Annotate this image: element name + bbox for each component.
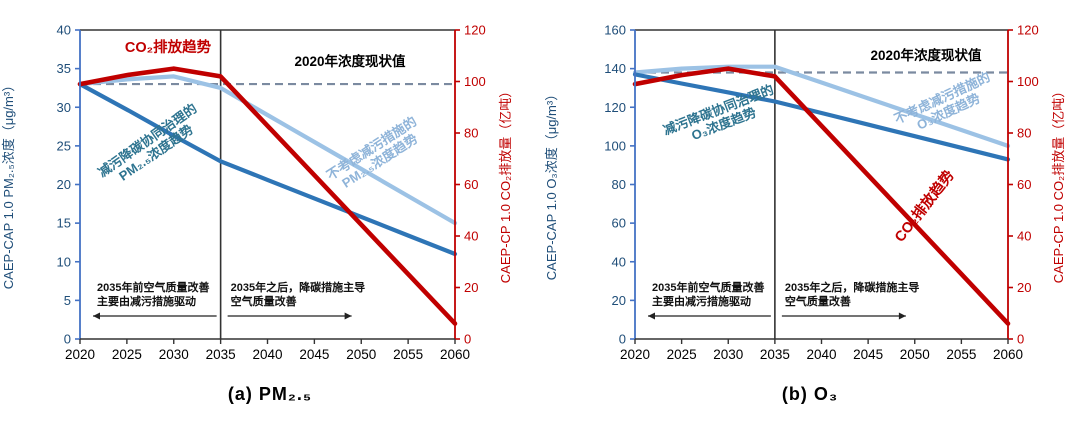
left-axis-tick-label: 120 — [604, 100, 626, 115]
right-axis-tick-label: 60 — [1017, 177, 1031, 192]
left-axis-tick-label: 25 — [57, 138, 71, 153]
x-axis-tick-label: 2055 — [946, 347, 976, 362]
annotation-arrowhead — [344, 312, 352, 320]
series-line-noreduction — [77, 74, 458, 226]
left-axis-tick-label: 60 — [612, 216, 626, 231]
right-axis-tick-label: 120 — [1017, 23, 1039, 38]
series-line-cocontrol — [77, 81, 458, 257]
left-axis-tick-label: 80 — [612, 177, 626, 192]
x-axis-tick-label: 2050 — [346, 347, 376, 362]
series-label-co2: CO₂排放趋势 — [125, 38, 212, 56]
reference-line-label: 2020年浓度现状值 — [870, 47, 982, 63]
series-line-cocontrol — [632, 72, 1011, 162]
x-axis-tick-label: 2035 — [206, 347, 236, 362]
reference-line-label: 2020年浓度现状值 — [294, 53, 406, 69]
series-line-noreduction — [632, 64, 1011, 148]
left-axis-tick-label: 10 — [57, 254, 71, 269]
x-axis-tick-label: 2045 — [853, 347, 883, 362]
x-axis-tick-label: 2025 — [667, 347, 697, 362]
x-axis-tick-label: 2055 — [393, 347, 423, 362]
left-axis-tick-label: 0 — [619, 332, 626, 347]
left-axis-tick-label: 20 — [57, 177, 71, 192]
left-axis-tick-label: 40 — [612, 254, 626, 269]
right-axis-tick-label: 100 — [464, 74, 486, 89]
annotation-text-post2035: 空气质量改善 — [785, 294, 851, 308]
left-axis-tick-label: 35 — [57, 61, 71, 76]
annotation-arrowhead — [898, 312, 906, 320]
right-axis-title: CAEP-CP 1.0 CO₂排放量（亿吨） — [1051, 85, 1066, 283]
panel-a-caption: (a) PM₂.₅ — [227, 384, 313, 404]
right-axis-tick-label: 20 — [464, 280, 478, 295]
annotation-arrowhead — [648, 312, 655, 320]
left-axis-tick-label: 30 — [57, 100, 71, 115]
x-axis-tick-label: 2020 — [65, 347, 95, 362]
annotation-text-post2035: 2035年之后，降碳措施主导 — [231, 280, 365, 294]
left-axis-title: CAEP-CAP 1.0 O₃浓度（μg/m³） — [544, 88, 559, 280]
left-axis-tick-label: 5 — [64, 293, 71, 308]
x-axis-tick-label: 2040 — [252, 347, 282, 362]
right-axis-title: CAEP-CP 1.0 CO₂排放量（亿吨） — [498, 85, 513, 283]
left-axis-tick-label: 40 — [57, 23, 71, 38]
panel-b: 0 20 40 60 80 100 120 140 160 CAEP-CAP 1.0 O₃浓度（μ… — [540, 2, 1080, 405]
right-axis-tick-label: 120 — [464, 23, 486, 38]
series-line-co2 — [77, 66, 458, 326]
right-axis-tick-label: 40 — [464, 229, 478, 244]
annotation-text-pre2035: 2035年前空气质量改善 — [97, 280, 209, 294]
right-axis-tick-label: 20 — [1017, 280, 1031, 295]
annotation-text-post2035: 2035年之后，降碳措施主导 — [785, 280, 919, 294]
right-axis-tick-label: 80 — [464, 126, 478, 141]
x-axis-tick-label: 2050 — [900, 347, 930, 362]
dual-panel-figure: 0 5 10 15 20 25 30 35 40 CAEP-CAP 1.0 PM₂.₅浓度（μg/… — [0, 2, 1080, 405]
right-axis-tick-label: 60 — [464, 177, 478, 192]
series-label-noreduction: 不考虑减污措施的O₃浓度趋势 — [892, 69, 999, 140]
right-axis-tick-label: 80 — [1017, 126, 1031, 141]
left-axis-tick-label: 20 — [612, 293, 626, 308]
annotation-text-pre2035: 主要由减污措施驱动 — [97, 294, 196, 308]
x-axis-tick-label: 2020 — [620, 347, 650, 362]
panel-a: 0 5 10 15 20 25 30 35 40 CAEP-CAP 1.0 PM₂.₅浓度（μg/… — [0, 2, 540, 405]
x-axis-tick-label: 2060 — [440, 347, 470, 362]
x-axis-tick-label: 2040 — [806, 347, 836, 362]
x-axis-tick-label: 2025 — [112, 347, 142, 362]
left-axis-tick-label: 140 — [604, 61, 626, 76]
left-axis-tick-label: 100 — [604, 138, 626, 153]
series-line-co2 — [632, 66, 1011, 326]
x-axis-tick-label: 2030 — [159, 347, 189, 362]
annotation-text-pre2035: 2035年前空气质量改善 — [652, 280, 764, 294]
right-axis-tick-label: 40 — [1017, 229, 1031, 244]
x-axis-tick-label: 2035 — [760, 347, 790, 362]
left-axis-tick-label: 15 — [57, 216, 71, 231]
annotation-text-post2035: 空气质量改善 — [231, 294, 297, 308]
left-axis-tick-label: 160 — [604, 23, 626, 38]
right-axis-tick-label: 0 — [464, 332, 471, 347]
left-axis-tick-label: 0 — [64, 332, 71, 347]
x-axis-tick-label: 2045 — [299, 347, 329, 362]
panel-b-caption: (b) O₃ — [781, 384, 839, 404]
annotation-text-pre2035: 主要由减污措施驱动 — [652, 294, 751, 308]
right-axis-tick-label: 100 — [1017, 74, 1039, 89]
x-axis-tick-label: 2030 — [713, 347, 743, 362]
x-axis-tick-label: 2060 — [993, 347, 1023, 362]
annotation-arrowhead — [93, 312, 100, 320]
left-axis-title: CAEP-CAP 1.0 PM₂.₅浓度（μg/m³） — [1, 79, 16, 289]
right-axis-tick-label: 0 — [1017, 332, 1024, 347]
